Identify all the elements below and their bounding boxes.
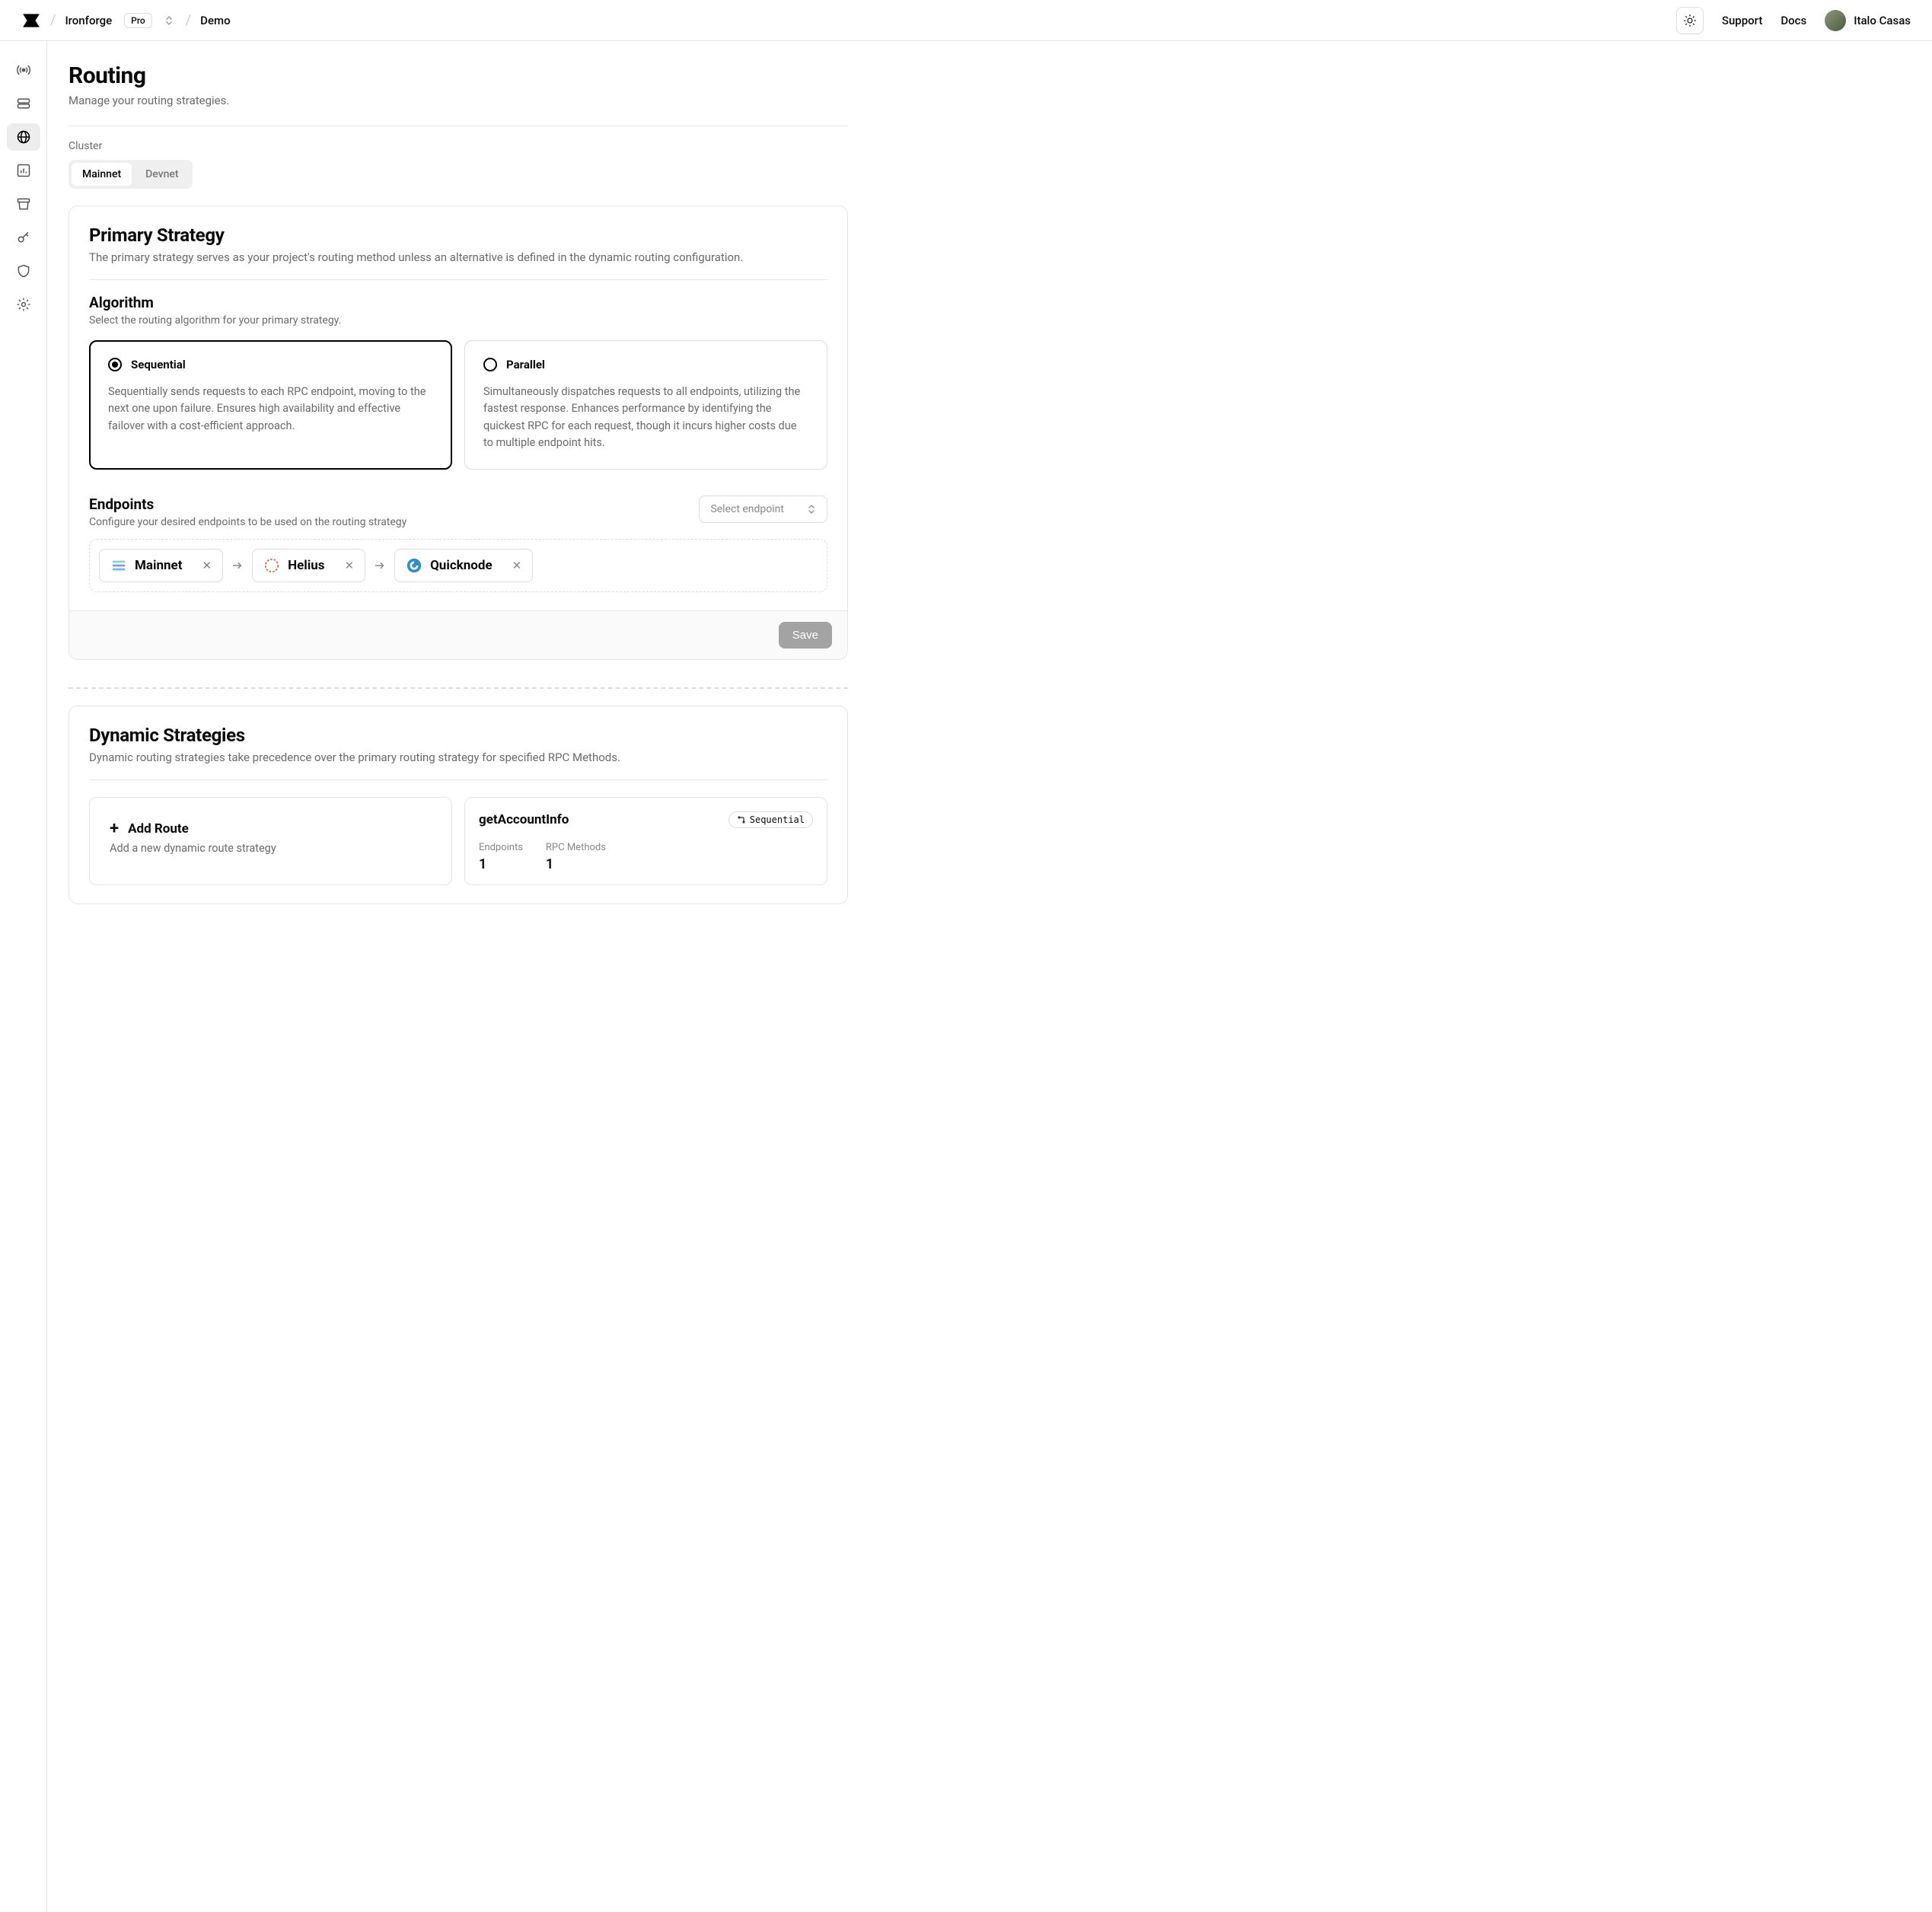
route-card[interactable]: getAccountInfo Sequential Endpoints 1 bbox=[464, 797, 827, 885]
breadcrumb-slash: / bbox=[50, 12, 56, 28]
dynamic-subtitle: Dynamic routing strategies take preceden… bbox=[89, 750, 827, 764]
sidebar bbox=[0, 41, 47, 1912]
sidebar-item-settings[interactable] bbox=[7, 291, 40, 318]
primary-subtitle: The primary strategy serves as your proj… bbox=[89, 250, 827, 264]
dynamic-strategies-card: Dynamic Strategies Dynamic routing strat… bbox=[69, 706, 848, 904]
algorithm-parallel[interactable]: Parallel Simultaneously dispatches reque… bbox=[464, 340, 827, 470]
sidebar-item-routing[interactable] bbox=[7, 123, 40, 151]
radio-icon bbox=[108, 358, 122, 371]
radio-icon bbox=[483, 358, 497, 371]
cluster-tabs: Mainnet Devnet bbox=[69, 160, 193, 189]
org-switcher-icon[interactable] bbox=[161, 14, 177, 27]
endpoint-name: Mainnet bbox=[135, 558, 182, 573]
endpoint-name: Helius bbox=[288, 558, 324, 573]
page-title: Routing bbox=[69, 62, 848, 89]
divider bbox=[89, 279, 827, 280]
divider-dashed bbox=[69, 687, 848, 689]
add-route-title: Add Route bbox=[128, 821, 189, 837]
stat-label: Endpoints bbox=[479, 842, 523, 853]
algorithm-desc: Sequentially sends requests to each RPC … bbox=[108, 384, 433, 435]
broadcast-icon bbox=[16, 62, 31, 78]
project-name[interactable]: Demo bbox=[200, 14, 230, 27]
route-name: getAccountInfo bbox=[479, 812, 569, 827]
endpoint-helius[interactable]: Helius ✕ bbox=[252, 549, 365, 582]
endpoint-name: Quicknode bbox=[430, 558, 493, 573]
add-route-subtitle: Add a new dynamic route strategy bbox=[110, 842, 432, 855]
key-icon bbox=[16, 230, 31, 245]
sidebar-item-archive[interactable] bbox=[7, 190, 40, 218]
chart-icon bbox=[16, 163, 31, 178]
shield-icon bbox=[16, 263, 31, 279]
sidebar-item-security[interactable] bbox=[7, 257, 40, 285]
globe-icon bbox=[16, 129, 31, 145]
archive-icon bbox=[16, 196, 31, 212]
algorithm-name: Sequential bbox=[131, 358, 186, 371]
support-link[interactable]: Support bbox=[1722, 14, 1762, 27]
route-icon bbox=[737, 815, 746, 824]
avatar bbox=[1825, 10, 1846, 31]
stat-endpoints: Endpoints 1 bbox=[479, 842, 523, 872]
page-subtitle: Manage your routing strategies. bbox=[69, 94, 848, 107]
endpoints-title: Endpoints bbox=[89, 496, 406, 513]
gear-icon bbox=[16, 297, 31, 312]
tab-mainnet[interactable]: Mainnet bbox=[72, 163, 132, 186]
sidebar-item-database[interactable] bbox=[7, 90, 40, 117]
stat-value: 1 bbox=[479, 856, 523, 872]
stat-methods: RPC Methods 1 bbox=[546, 842, 606, 872]
card-footer: Save bbox=[69, 610, 847, 659]
route-algorithm-badge: Sequential bbox=[728, 811, 813, 828]
algorithm-subtitle: Select the routing algorithm for your pr… bbox=[89, 314, 827, 327]
theme-toggle[interactable] bbox=[1676, 7, 1704, 34]
save-button[interactable]: Save bbox=[779, 622, 832, 648]
remove-endpoint-icon[interactable]: ✕ bbox=[202, 559, 212, 572]
plan-badge: Pro bbox=[124, 13, 152, 28]
docs-link[interactable]: Docs bbox=[1781, 14, 1806, 27]
logo-icon[interactable] bbox=[21, 11, 41, 30]
algorithm-sequential[interactable]: Sequential Sequentially sends requests t… bbox=[89, 340, 452, 470]
user-name: Italo Casas bbox=[1854, 14, 1911, 27]
divider bbox=[89, 779, 827, 780]
sidebar-item-keys[interactable] bbox=[7, 224, 40, 251]
endpoints-list: Mainnet ✕ Helius ✕ Quicknode ✕ bbox=[89, 539, 827, 592]
add-route-card[interactable]: + Add Route Add a new dynamic route stra… bbox=[89, 797, 452, 885]
endpoint-quicknode[interactable]: Quicknode ✕ bbox=[394, 549, 533, 582]
sun-icon bbox=[1683, 14, 1697, 27]
solana-icon bbox=[110, 557, 127, 574]
arrow-icon bbox=[231, 559, 244, 572]
dynamic-title: Dynamic Strategies bbox=[89, 725, 827, 746]
org-name[interactable]: Ironforge bbox=[65, 14, 112, 27]
algorithm-title: Algorithm bbox=[89, 294, 827, 311]
sidebar-item-analytics[interactable] bbox=[7, 157, 40, 184]
tab-devnet[interactable]: Devnet bbox=[135, 163, 189, 186]
algorithm-desc: Simultaneously dispatches requests to al… bbox=[483, 384, 808, 452]
breadcrumb-slash: / bbox=[186, 12, 191, 28]
primary-strategy-card: Primary Strategy The primary strategy se… bbox=[69, 206, 848, 660]
topbar: / Ironforge Pro / Demo Support Docs Ital… bbox=[0, 0, 1932, 41]
endpoints-subtitle: Configure your desired endpoints to be u… bbox=[89, 516, 406, 528]
quicknode-icon bbox=[406, 557, 422, 574]
chevrons-icon bbox=[807, 503, 816, 515]
plus-icon: + bbox=[110, 821, 119, 837]
main-content: Routing Manage your routing strategies. … bbox=[47, 41, 869, 1912]
select-endpoint-dropdown[interactable]: Select endpoint bbox=[699, 496, 827, 523]
breadcrumb: / Ironforge Pro / Demo bbox=[21, 11, 231, 30]
helius-icon bbox=[263, 557, 280, 574]
topbar-right: Support Docs Italo Casas bbox=[1676, 7, 1911, 34]
user-menu[interactable]: Italo Casas bbox=[1825, 10, 1911, 31]
remove-endpoint-icon[interactable]: ✕ bbox=[512, 559, 522, 572]
algorithm-name: Parallel bbox=[506, 358, 545, 371]
sidebar-item-broadcast[interactable] bbox=[7, 56, 40, 84]
arrow-icon bbox=[373, 559, 387, 572]
select-endpoint-placeholder: Select endpoint bbox=[710, 503, 784, 515]
primary-title: Primary Strategy bbox=[89, 225, 827, 246]
stat-label: RPC Methods bbox=[546, 842, 606, 853]
remove-endpoint-icon[interactable]: ✕ bbox=[345, 559, 355, 572]
stat-value: 1 bbox=[546, 856, 606, 872]
endpoint-mainnet[interactable]: Mainnet ✕ bbox=[99, 549, 223, 582]
cluster-label: Cluster bbox=[69, 140, 848, 152]
server-icon bbox=[16, 96, 31, 111]
